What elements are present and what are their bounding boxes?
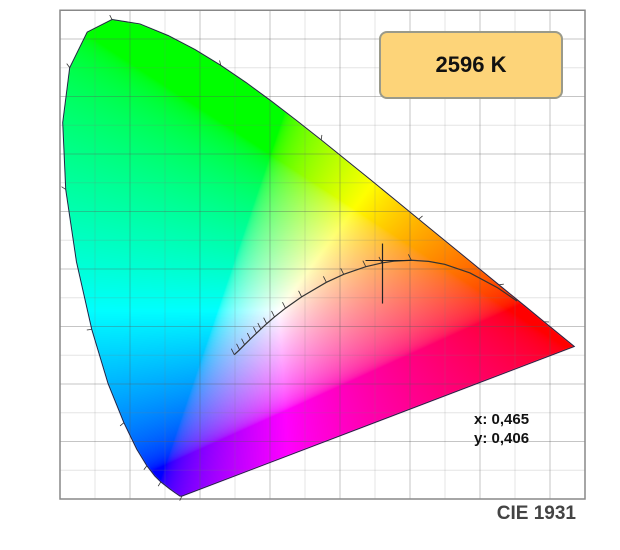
cct-tick xyxy=(362,260,367,267)
plot-frame xyxy=(59,9,586,500)
y-coordinate-readout: y: 0,406 xyxy=(474,430,530,447)
x-coordinate-readout: x: 0,465 xyxy=(474,411,530,428)
cct-tick xyxy=(230,348,235,355)
cct-tick xyxy=(257,322,262,330)
spectral-locus-outline xyxy=(62,19,576,497)
cct-tick xyxy=(263,317,267,324)
cct-tick xyxy=(378,256,383,264)
wavelength-tick xyxy=(61,186,66,190)
wavelength-tick xyxy=(498,283,504,286)
wavelength-tick xyxy=(109,14,113,20)
cct-tick xyxy=(282,302,286,309)
wavelength-tick xyxy=(157,481,162,487)
wavelength-tick xyxy=(179,495,183,501)
wavelength-tick xyxy=(86,328,92,331)
cct-tick xyxy=(408,254,412,261)
cct-tick xyxy=(253,326,257,334)
wavelength-tick xyxy=(418,215,423,220)
wavelength-tick xyxy=(320,134,323,140)
cct-tick xyxy=(340,268,345,275)
diagram-title: CIE 1931 xyxy=(496,503,576,524)
cct-tick xyxy=(236,343,240,350)
cct-badge: 2596 K xyxy=(379,31,563,99)
planckian-locus xyxy=(233,259,518,356)
wavelength-tick xyxy=(219,60,222,66)
wavelength-tick xyxy=(143,465,148,470)
cct-tick xyxy=(298,290,302,298)
wavelength-tick xyxy=(119,422,125,427)
cct-tick xyxy=(246,332,251,340)
wavelength-tick xyxy=(66,63,71,68)
cct-tick xyxy=(241,338,245,345)
cct-tick xyxy=(322,276,327,283)
cct-tick xyxy=(271,310,275,318)
